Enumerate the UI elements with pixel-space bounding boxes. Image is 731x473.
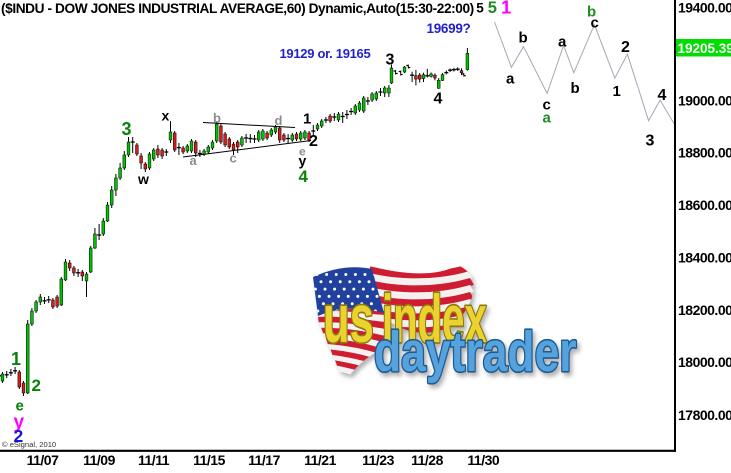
- svg-text:3: 3: [646, 133, 655, 150]
- svg-text:2: 2: [621, 39, 630, 56]
- svg-text:d: d: [275, 113, 283, 128]
- svg-text:w: w: [137, 171, 149, 187]
- svg-text:($INDU - DOW JONES INDUSTRIAL: ($INDU - DOW JONES INDUSTRIAL AVERAGE,60…: [1, 1, 474, 16]
- svg-text:11/28: 11/28: [411, 452, 443, 468]
- svg-text:© eSignal, 2010: © eSignal, 2010: [2, 440, 56, 449]
- svg-text:y: y: [299, 153, 307, 169]
- svg-text:18000.00: 18000.00: [678, 354, 731, 370]
- svg-text:4: 4: [299, 167, 309, 186]
- svg-text:3: 3: [386, 52, 395, 69]
- svg-text:18400.00: 18400.00: [678, 250, 731, 266]
- svg-text:y: y: [14, 412, 25, 433]
- svg-text:19400.00: 19400.00: [678, 0, 731, 16]
- svg-text:11/30: 11/30: [467, 452, 499, 468]
- svg-text:19000.00: 19000.00: [678, 93, 731, 109]
- svg-text:19699?: 19699?: [427, 21, 471, 36]
- svg-text:18600.00: 18600.00: [678, 197, 731, 213]
- svg-text:1: 1: [613, 83, 621, 100]
- svg-text:5: 5: [488, 0, 497, 17]
- svg-text:b: b: [519, 30, 528, 47]
- svg-text:b: b: [571, 80, 580, 97]
- svg-text:a: a: [558, 34, 567, 51]
- svg-text:a: a: [190, 153, 198, 168]
- svg-text:1: 1: [11, 349, 21, 369]
- svg-text:a: a: [506, 71, 515, 88]
- svg-text:b: b: [213, 111, 221, 126]
- svg-text:18200.00: 18200.00: [678, 302, 731, 318]
- svg-text:1: 1: [501, 0, 511, 17]
- svg-text:e: e: [16, 398, 24, 415]
- svg-text:5: 5: [476, 1, 484, 16]
- svg-text:18800.00: 18800.00: [678, 145, 731, 161]
- svg-text:index: index: [382, 280, 487, 357]
- svg-text:17800.00: 17800.00: [678, 407, 731, 423]
- svg-text:19205.39: 19205.39: [678, 41, 731, 56]
- svg-text:11/07: 11/07: [27, 452, 59, 468]
- svg-text:x: x: [162, 108, 170, 124]
- svg-text:1: 1: [303, 111, 311, 128]
- svg-text:daytrader: daytrader: [374, 320, 577, 384]
- svg-text:c: c: [591, 15, 599, 32]
- svg-text:11/21: 11/21: [304, 452, 336, 468]
- svg-text:11/15: 11/15: [193, 452, 225, 468]
- svg-text:19129 or. 19165: 19129 or. 19165: [280, 46, 371, 61]
- svg-text:2: 2: [309, 133, 318, 150]
- svg-text:2: 2: [14, 426, 24, 446]
- svg-text:c: c: [230, 151, 237, 166]
- svg-text:b: b: [587, 4, 596, 21]
- svg-text:11/23: 11/23: [362, 452, 394, 468]
- svg-text:4: 4: [658, 87, 667, 104]
- svg-text:3: 3: [122, 119, 132, 139]
- svg-text:11/09: 11/09: [83, 452, 115, 468]
- svg-text:a: a: [543, 110, 552, 127]
- svg-text:e: e: [299, 145, 306, 159]
- svg-text:4: 4: [434, 91, 443, 108]
- svg-text:11/11: 11/11: [138, 452, 170, 468]
- svg-text:11/17: 11/17: [248, 452, 280, 468]
- svg-text:2: 2: [32, 376, 41, 395]
- svg-text:us: us: [323, 281, 374, 357]
- svg-text:c: c: [543, 97, 551, 114]
